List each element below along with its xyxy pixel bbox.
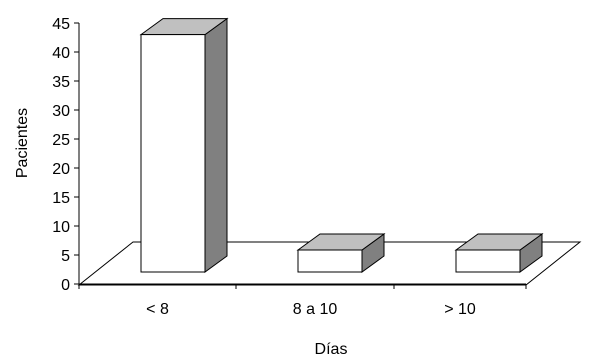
y-tick-label: 35 [52, 74, 70, 91]
axes [74, 22, 527, 289]
x-tick-label: > 10 [444, 301, 476, 318]
y-tick-label: 0 [61, 277, 70, 294]
y-tick-label: 40 [52, 45, 70, 62]
floor-outline [77, 241, 582, 286]
y-tick-label: 20 [52, 161, 70, 178]
chart-floor [77, 241, 582, 286]
y-tick-label: 25 [52, 132, 70, 149]
bar [140, 34, 206, 273]
labels: 0 5 10 15 20 25 30 35 40 45 < 8 8 a 10 > 10 [52, 16, 476, 318]
x-tick-label: 8 a 10 [293, 301, 338, 318]
y-axis-title: Pacientes [14, 108, 31, 178]
x-axis-title: Días [315, 341, 348, 358]
y-tick-label: 45 [52, 16, 70, 33]
bars [139, 17, 544, 273]
y-tick-label: 5 [61, 248, 70, 265]
bar [455, 249, 521, 273]
y-tick-label: 10 [52, 219, 70, 236]
bar-side [204, 17, 228, 273]
bar [297, 249, 363, 273]
y-tick-label: 15 [52, 190, 70, 207]
x-tick-label: < 8 [146, 301, 169, 318]
y-tick-label: 30 [52, 103, 70, 120]
